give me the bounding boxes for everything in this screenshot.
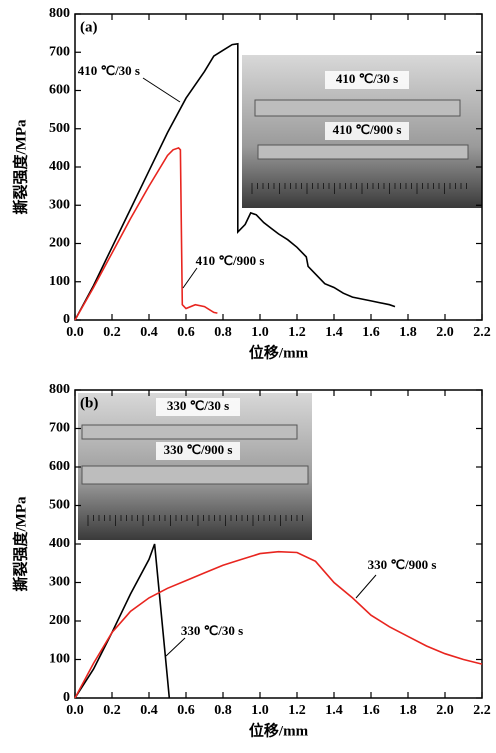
- y-axis-label: 撕裂强度/MPa: [11, 496, 29, 591]
- x-tick-label: 2.2: [473, 325, 491, 340]
- y-tick-label: 200: [49, 236, 70, 251]
- series-annotation: 410 ℃/30 s: [78, 63, 140, 78]
- x-tick-label: 1.2: [288, 703, 306, 718]
- series-annotation: 330 ℃/900 s: [368, 557, 437, 572]
- y-tick-label: 400: [49, 159, 70, 174]
- x-tick-label: 2.0: [436, 703, 454, 718]
- x-axis-label: 位移/mm: [249, 343, 309, 361]
- x-tick-label: 0.2: [103, 325, 121, 340]
- x-tick-label: 0.6: [177, 325, 195, 340]
- series-line: [74, 42, 396, 321]
- x-tick-label: 1.2: [288, 325, 306, 340]
- series-annotation: 330 ℃/30 s: [181, 623, 243, 638]
- x-tick-label: 1.6: [362, 325, 380, 340]
- series-line: [74, 543, 171, 699]
- photo-label-bg: [325, 71, 409, 89]
- x-tick-label: 1.0: [251, 325, 269, 340]
- x-tick-label: 1.0: [251, 703, 269, 718]
- x-tick-label: 0.0: [66, 325, 84, 340]
- y-tick-label: 300: [49, 197, 70, 212]
- photo-label: 410 ℃/30 s: [336, 71, 398, 86]
- x-tick-label: 0.8: [214, 325, 232, 340]
- photo-label: 330 ℃/30 s: [167, 398, 229, 413]
- series-annotation: 410 ℃/900 s: [196, 253, 265, 268]
- x-tick-label: 0.2: [103, 703, 121, 718]
- y-tick-label: 600: [49, 83, 70, 98]
- y-tick-label: 0: [63, 312, 70, 327]
- y-tick-label: 100: [49, 274, 70, 289]
- panel-label: (b): [80, 395, 98, 411]
- photo-label: 330 ℃/900 s: [164, 442, 233, 457]
- y-axis-label: 撕裂强度/MPa: [11, 119, 29, 214]
- y-tick-label: 300: [49, 575, 70, 590]
- y-tick-label: 200: [49, 613, 70, 628]
- specimen: [254, 99, 461, 117]
- y-tick-label: 400: [49, 536, 70, 551]
- annotation-leader: [165, 637, 186, 657]
- y-tick-label: 800: [49, 6, 70, 21]
- y-tick-label: 700: [49, 44, 70, 59]
- specimen: [257, 144, 469, 160]
- panel-label: (a): [80, 19, 98, 35]
- annotation-leader: [182, 267, 198, 289]
- y-tick-label: 0: [63, 690, 70, 705]
- photo-label-bg: [325, 122, 409, 140]
- x-axis-label: 位移/mm: [249, 721, 309, 739]
- x-tick-label: 0.6: [177, 703, 195, 718]
- x-tick-label: 1.6: [362, 703, 380, 718]
- x-tick-label: 0.0: [66, 703, 84, 718]
- annotation-leader: [355, 574, 377, 599]
- photo-label-bg: [156, 442, 240, 460]
- y-tick-label: 500: [49, 498, 70, 513]
- y-tick-label: 500: [49, 121, 70, 136]
- photo-label-bg: [156, 398, 240, 416]
- x-tick-label: 2.2: [473, 703, 491, 718]
- y-tick-label: 700: [49, 421, 70, 436]
- x-tick-label: 0.8: [214, 703, 232, 718]
- x-tick-label: 0.4: [140, 703, 158, 718]
- annotation-leader: [142, 77, 181, 103]
- x-tick-label: 1.8: [399, 325, 417, 340]
- photo-label: 410 ℃/900 s: [333, 122, 402, 137]
- x-tick-label: 1.4: [325, 325, 343, 340]
- x-tick-label: 0.4: [140, 325, 158, 340]
- specimen: [81, 465, 309, 485]
- x-tick-label: 1.4: [325, 703, 343, 718]
- specimen: [81, 424, 298, 440]
- x-tick-label: 2.0: [436, 325, 454, 340]
- y-tick-label: 100: [49, 652, 70, 667]
- series-line: [74, 146, 218, 321]
- y-tick-label: 600: [49, 459, 70, 474]
- series-line: [74, 550, 483, 699]
- x-tick-label: 1.8: [399, 703, 417, 718]
- y-tick-label: 800: [49, 382, 70, 397]
